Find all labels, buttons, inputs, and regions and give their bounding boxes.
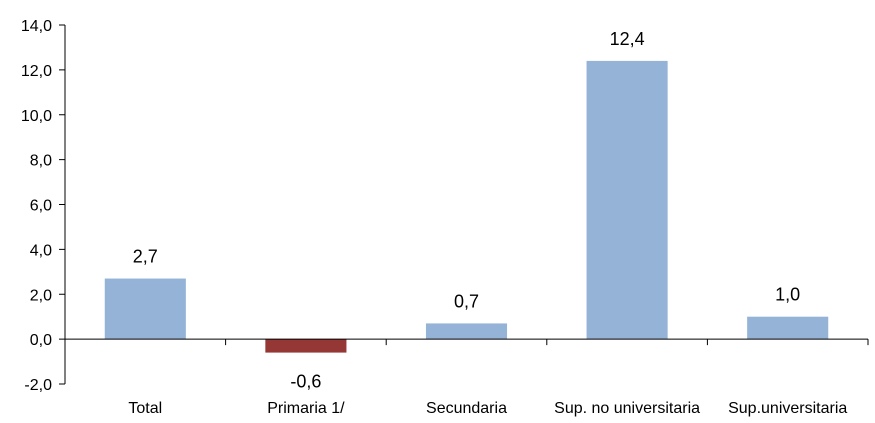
bar-sup-universitaria: [747, 316, 829, 340]
y-tick-label: 2,0: [30, 287, 52, 304]
data-label: 0,7: [454, 291, 479, 311]
bar-sup-no-universitaria: [586, 60, 668, 340]
x-tick-label: Total: [128, 400, 162, 417]
data-label: 12,4: [610, 29, 645, 49]
y-tick-label: 4,0: [30, 242, 52, 259]
y-tick-label: 14,0: [21, 18, 52, 35]
x-tick-label: Sup.universitaria: [728, 400, 847, 417]
y-tick-label: 0,0: [30, 332, 52, 349]
x-tick-label: Primaria 1/: [267, 400, 345, 417]
y-tick-label: 12,0: [21, 63, 52, 80]
x-tick-label: Secundaria: [426, 400, 507, 417]
y-tick-label: 6,0: [30, 198, 52, 215]
x-tick-label: Sup. no universitaria: [554, 400, 700, 417]
bar-secundaria: [425, 323, 508, 340]
x-axis-labels: Total Primaria 1/Secundaria Sup. no univer…: [128, 400, 847, 417]
y-tick-label: 8,0: [30, 153, 52, 170]
data-label: 1,0: [775, 285, 800, 305]
y-tick-label: -2,0: [24, 377, 52, 394]
y-axis: -2,0 0,0 2,0 4,0 6,0 8,0 10,0 12,0 14,0: [21, 18, 65, 394]
data-label: 2,7: [133, 247, 158, 267]
bar-total: [104, 278, 186, 340]
bar-primaria-1: [265, 339, 347, 353]
y-tick-label: 10,0: [21, 108, 52, 125]
axes: [64, 25, 869, 384]
data-label: -0,6: [290, 372, 321, 392]
data-labels: 2,7 -0,6 0,7 12,4 1,0: [133, 29, 800, 392]
bars: [104, 60, 829, 353]
